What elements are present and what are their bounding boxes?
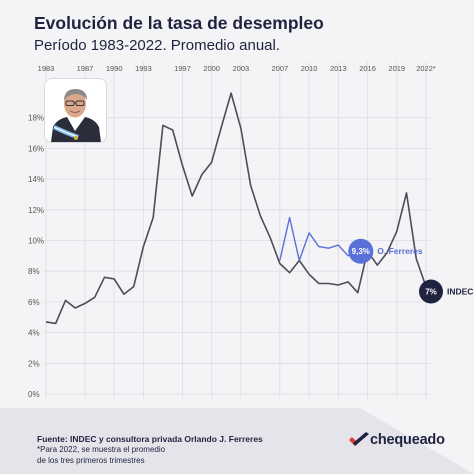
series-line-indec (45, 92, 427, 325)
end-badge-value: 7% (425, 288, 437, 297)
x-axis-tick-labels: 1983 1987 1990 1993 1997 2000 2003 2007 2010 2013… (38, 64, 436, 73)
page-title: Evolución de la tasa de desempleo (34, 13, 324, 33)
president-portrait-icon (45, 79, 106, 142)
footer-corner-shape (360, 408, 474, 474)
x-tick-label: 2010 (301, 64, 318, 73)
brand-name: chequeado (370, 432, 445, 448)
series-line-o-ferreres (279, 216, 359, 262)
end-badge-value: 9,3% (352, 247, 370, 256)
x-tick-label: 2016 (359, 64, 376, 73)
x-tick-label: 1983 (38, 64, 55, 73)
x-tick-label: 1993 (135, 64, 152, 73)
y-tick-label: 14% (28, 175, 44, 184)
page-subtitle: Período 1983-2022. Promedio anual. (34, 37, 281, 54)
x-tick-label: 2007 (272, 64, 289, 73)
x-tick-label: 2000 (203, 64, 220, 73)
check-mark-logo-icon (349, 432, 369, 446)
y-axis-tick-labels: 0% 2% 4% 6% 8% 10% 12% 14% 16% 18% (28, 114, 44, 399)
source-note: Fuente: INDEC y consultora privada Orlan… (37, 434, 263, 444)
end-badge-indec (419, 279, 443, 304)
y-tick-label: 8% (28, 267, 40, 276)
y-tick-label: 0% (28, 390, 40, 399)
x-tick-label: 1990 (106, 64, 123, 73)
series-end-label: INDEC (447, 287, 473, 297)
brand-logo: chequeado (348, 432, 445, 448)
series-end-label: O. Ferreres (377, 246, 423, 256)
x-tick-label: 1997 (174, 64, 191, 73)
y-tick-label: 12% (28, 206, 44, 215)
president-photo (45, 79, 106, 142)
footer: Fuente: INDEC y consultora privada Orlan… (0, 408, 474, 474)
y-tick-label: 10% (28, 237, 44, 246)
y-tick-label: 4% (28, 329, 40, 338)
end-badge-o-ferreres (348, 238, 374, 264)
x-tick-label: 2013 (330, 64, 347, 73)
series-lines (45, 92, 427, 325)
x-tick-label: 2019 (388, 64, 405, 73)
footer-background-shape (0, 408, 474, 474)
footnote-line: *Para 2022, se muestra el promedio (37, 445, 166, 454)
footnote: *Para 2022, se muestra el promedio de lo… (37, 445, 237, 466)
x-tick-label: 2003 (233, 64, 250, 73)
y-tick-label: 18% (28, 114, 44, 123)
y-tick-label: 2% (28, 359, 40, 368)
x-tick-label: 1987 (77, 64, 94, 73)
x-tick-label: 2022* (416, 64, 436, 73)
footer-panel (0, 408, 474, 474)
footnote-line: de los tres primeros trimestres (37, 455, 145, 465)
series-end-badges: 7% INDEC 9,3% O. Ferreres (348, 238, 473, 304)
y-tick-label: 6% (28, 298, 40, 307)
y-tick-label: 16% (28, 144, 44, 153)
